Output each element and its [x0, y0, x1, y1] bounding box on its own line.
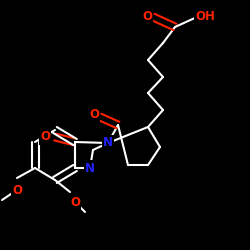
Text: O: O: [70, 196, 80, 208]
Text: OH: OH: [195, 10, 215, 24]
Text: O: O: [40, 130, 50, 143]
Text: O: O: [142, 10, 152, 24]
Text: N: N: [85, 162, 95, 174]
Text: O: O: [12, 184, 22, 196]
Text: N: N: [103, 136, 113, 149]
Text: O: O: [89, 108, 99, 122]
